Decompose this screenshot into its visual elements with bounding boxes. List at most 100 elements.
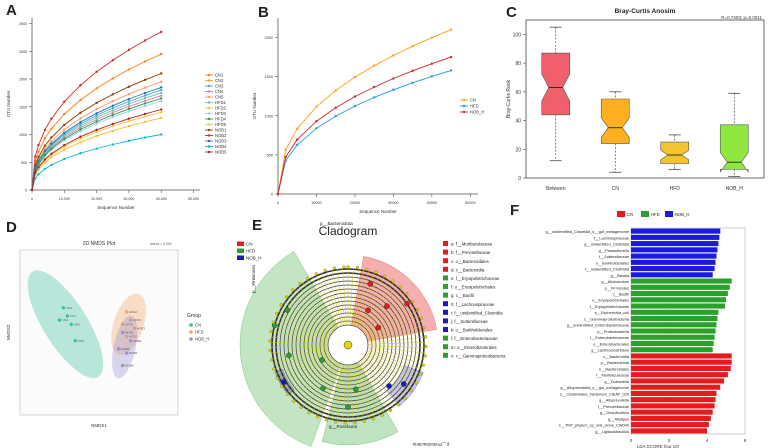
tree-branch xyxy=(365,353,419,380)
y-axis-title: NMDS2 xyxy=(6,324,11,340)
data-point xyxy=(315,120,318,123)
lda-bar-chart: 0 2 4 6 LDA SCORE (log 10) g__unidentified_Cl… xyxy=(546,211,747,448)
taxon-swatch xyxy=(443,266,448,272)
sample-point xyxy=(124,310,129,314)
tree-branch xyxy=(336,364,346,423)
y-tick-label: 40 xyxy=(515,119,521,125)
legend-marker xyxy=(207,134,211,137)
sector-label: g__Roseburia xyxy=(329,424,358,429)
biomarker-node xyxy=(386,383,392,389)
x-tick-label: CN xyxy=(612,186,620,192)
sample-point xyxy=(124,334,129,339)
leaf-node xyxy=(315,415,320,419)
tree-branch xyxy=(351,268,365,326)
data-point xyxy=(449,55,453,59)
data-point xyxy=(127,105,131,108)
legend-marker xyxy=(207,112,211,115)
data-point xyxy=(79,117,82,120)
tree-branch xyxy=(364,301,413,335)
legend-label: HFD5 xyxy=(215,122,227,127)
sample-label: HFD5 xyxy=(129,335,137,339)
bar-label: g__Allobaculum xyxy=(601,279,629,284)
sample-label: NOB2 xyxy=(133,339,142,343)
legend-marker xyxy=(207,101,211,104)
data-point xyxy=(127,124,131,128)
tree-branch xyxy=(297,285,336,330)
y-axis-title: OTU Number xyxy=(6,90,11,117)
taxon-swatch xyxy=(443,352,448,358)
data-point xyxy=(296,127,299,130)
tree-branch xyxy=(361,359,403,402)
sample-point xyxy=(121,330,125,335)
tree-branch xyxy=(366,350,423,370)
legend-label: CN xyxy=(627,212,633,217)
series-line xyxy=(277,56,452,195)
data-point xyxy=(143,112,147,116)
legend-marker xyxy=(189,330,193,334)
tree-branch xyxy=(273,320,330,340)
x-tick-label: NOB_H xyxy=(726,186,744,192)
legend-label: NOB3 xyxy=(215,139,227,144)
tree-branch xyxy=(273,350,330,370)
data-point xyxy=(79,122,82,126)
data-point xyxy=(111,99,114,103)
panel-b: B 0 10000 20000 30000 40000 50000 0 500 1000 1500… xyxy=(250,0,495,215)
sample-point xyxy=(121,322,125,326)
tree-branch xyxy=(367,349,424,365)
leaf-node xyxy=(298,281,302,286)
series-line xyxy=(31,31,162,191)
legend-marker xyxy=(207,117,211,121)
data-point xyxy=(143,120,147,124)
tree-branch xyxy=(326,364,343,421)
data-point xyxy=(143,86,147,89)
leaf-node xyxy=(306,276,310,280)
legend-label: NOB_H xyxy=(470,110,484,115)
data-point xyxy=(111,113,114,117)
tree-branch xyxy=(286,296,333,333)
root-node xyxy=(343,340,353,350)
data-point xyxy=(34,155,37,158)
leaf-node xyxy=(299,405,303,409)
x-tick-label: 20000 xyxy=(350,201,361,205)
leaf-node xyxy=(383,274,387,278)
leaf-node xyxy=(398,285,402,289)
y-tick-label: 500 xyxy=(267,153,273,157)
tree-branch xyxy=(355,363,380,417)
rarefaction-chart-groups: 0 10000 20000 30000 40000 50000 0 500 1000 1500 20… xyxy=(252,18,484,214)
data-point xyxy=(95,118,98,121)
box-NOB_H xyxy=(719,92,749,177)
data-point xyxy=(127,48,131,52)
legend-label: CN xyxy=(470,98,476,103)
bar-label: p__Firmicutes xyxy=(605,285,629,290)
leaf-node xyxy=(405,292,409,296)
data-point xyxy=(284,155,287,159)
sample-label: CN2 xyxy=(74,322,80,326)
data-point xyxy=(392,77,395,80)
data-point xyxy=(111,115,114,119)
legend-title: Group xyxy=(187,313,201,319)
data-point xyxy=(111,111,114,114)
lda-bar xyxy=(631,372,728,378)
data-point xyxy=(143,96,147,100)
legend-marker xyxy=(207,95,211,99)
legend-marker xyxy=(189,337,193,341)
bar-label: s__Escherichia_coli xyxy=(595,310,630,315)
data-point xyxy=(127,85,131,88)
tree-branch xyxy=(277,310,331,337)
leaf-node xyxy=(275,311,279,315)
tree-branch xyxy=(293,359,335,402)
legend-label: CN2 xyxy=(215,78,224,83)
sample-point xyxy=(124,351,129,355)
data-point xyxy=(111,109,114,112)
data-point xyxy=(79,128,82,131)
data-point xyxy=(353,95,357,98)
taxon-swatch xyxy=(443,301,448,307)
data-point xyxy=(34,171,37,175)
legend-label: HFD xyxy=(246,249,256,254)
leaf-node xyxy=(419,316,423,320)
data-point xyxy=(37,165,40,169)
bar-label: g__Blautia xyxy=(611,273,630,278)
bar-label: f__Erysipelotrichaceae xyxy=(590,304,629,309)
